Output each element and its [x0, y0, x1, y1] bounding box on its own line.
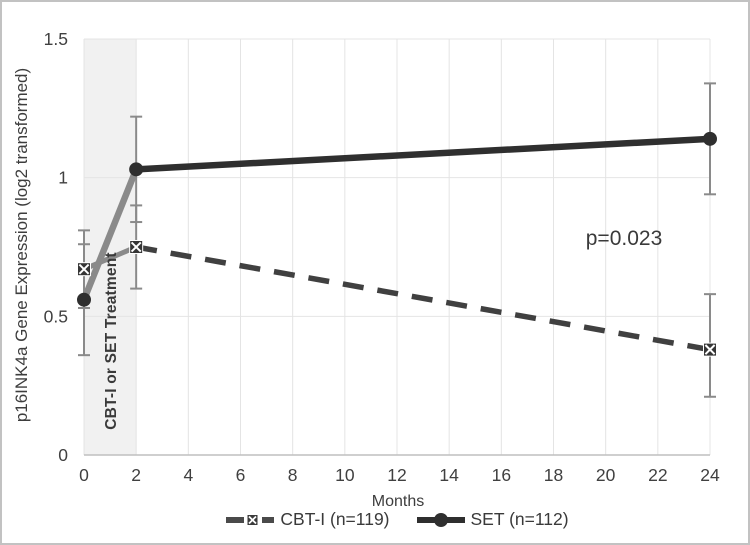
- x-tick-label: 16: [492, 465, 511, 485]
- y-axis-title: p16INK4a Gene Expression (log2 transform…: [12, 67, 31, 423]
- cbti-line-segment: [135, 244, 711, 353]
- x-axis-title: Months: [371, 493, 425, 510]
- set-line-segment: [80, 168, 140, 301]
- x-tick-label: 12: [387, 465, 406, 485]
- x-tick-label: 8: [288, 465, 298, 485]
- cbti-marker-x: [78, 263, 90, 275]
- treatment-period-band: [84, 39, 137, 455]
- cbti-marker-x: [130, 241, 142, 253]
- x-tick-label: 4: [183, 465, 193, 485]
- x-tick-label: 10: [335, 465, 355, 485]
- legend-item-cbti: CBT-I (n=119): [225, 509, 390, 530]
- set-line-segment: [135, 135, 711, 173]
- cbti-marker-x: [704, 344, 716, 355]
- legend: CBT-I (n=119) SET (n=112): [84, 509, 710, 530]
- set-solid-line-sample: [416, 512, 465, 527]
- legend-label-set: SET (n=112): [470, 509, 569, 529]
- legend-label-cbti: CBT-I (n=119): [280, 509, 390, 529]
- y-tick-label: 0.5: [44, 306, 68, 326]
- x-tick-label: 24: [700, 465, 720, 485]
- x-tick-label: 2: [131, 465, 141, 485]
- y-tick-label: 0: [58, 445, 68, 465]
- treatment-band-label: CBT-I or SET Treatment: [103, 252, 120, 430]
- y-tick-label: 1: [58, 168, 68, 188]
- y-tick-label: 1.5: [44, 29, 68, 49]
- cbti-line-segment: [83, 244, 138, 272]
- cbti-dashed-line-sample: [226, 513, 275, 526]
- x-tick-label: 14: [439, 465, 459, 485]
- legend-item-set: SET (n=112): [416, 509, 569, 530]
- set-marker: [129, 162, 144, 177]
- x-tick-label: 18: [544, 465, 563, 485]
- x-tick-label: 6: [236, 465, 246, 485]
- set-marker: [77, 292, 91, 307]
- x-tick-label: 20: [596, 465, 616, 485]
- x-tick-label: 0: [79, 465, 89, 485]
- set-marker: [703, 131, 717, 146]
- p-value-annotation: p=0.023: [585, 227, 663, 250]
- x-tick-label: 22: [648, 465, 667, 485]
